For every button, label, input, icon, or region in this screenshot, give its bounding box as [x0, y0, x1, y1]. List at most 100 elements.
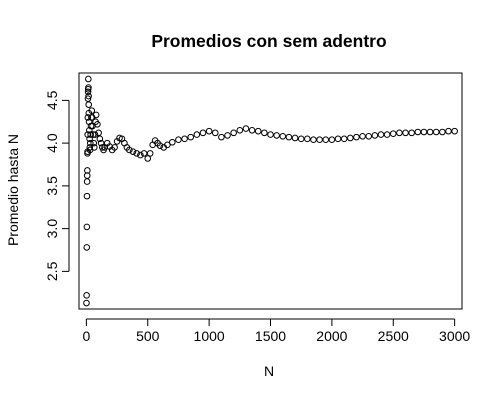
data-point: [279, 132, 287, 140]
data-point: [181, 135, 188, 143]
data-point: [83, 223, 91, 231]
y-tick-label: 3.0: [44, 219, 60, 239]
data-point: [414, 128, 422, 136]
x-tick-label: 2000: [316, 328, 347, 344]
data-point: [310, 136, 317, 143]
data-point: [285, 133, 293, 141]
data-point: [96, 135, 104, 143]
data-point: [273, 132, 280, 139]
data-point: [83, 292, 90, 299]
y-tick-label: 2.5: [44, 261, 60, 281]
data-point: [97, 139, 105, 147]
data-point: [84, 114, 92, 121]
data-point: [432, 128, 440, 136]
y-tick-label: 3.5: [44, 176, 60, 196]
data-point: [83, 299, 90, 307]
data-point: [340, 135, 348, 143]
data-point: [199, 129, 207, 137]
data-point: [133, 150, 140, 157]
x-axis: 0 500 1000 1500 2000 2500 3000: [82, 318, 470, 344]
data-point: [86, 126, 93, 134]
data-point: [248, 126, 256, 134]
chart-title: Promedios con sem adentro: [151, 31, 386, 51]
x-tick-label: 3000: [439, 328, 470, 344]
data-point: [291, 134, 299, 142]
data-point: [359, 132, 366, 140]
data-point: [87, 131, 94, 138]
data-point: [451, 127, 458, 135]
data-point: [126, 146, 133, 154]
data-point: [383, 131, 391, 138]
data-point: [84, 167, 91, 174]
data-point: [168, 138, 176, 146]
data-point: [146, 150, 154, 157]
data-point: [439, 128, 446, 136]
data-point: [83, 178, 91, 185]
data-point: [304, 135, 311, 143]
data-point: [254, 127, 262, 135]
data-point: [137, 151, 144, 159]
data-point: [90, 139, 98, 147]
data-point: [156, 142, 164, 149]
y-tick-label: 4.0: [44, 133, 60, 153]
data-point: [85, 101, 92, 108]
data-point: [426, 128, 434, 136]
data-point: [224, 132, 231, 139]
data-point: [377, 131, 385, 138]
data-point: [85, 84, 92, 91]
plot-frame: [78, 72, 463, 310]
data-point: [85, 92, 92, 100]
data-point: [86, 139, 94, 147]
data-point: [396, 129, 403, 137]
data-point: [420, 128, 428, 136]
data-point: [297, 135, 305, 143]
data-point: [140, 150, 148, 157]
data-point: [402, 129, 409, 137]
x-tick-label: 1000: [194, 328, 225, 344]
y-axis: 2.5 3.0 3.5 4.0 4.5: [44, 90, 70, 281]
y-tick-label: 4.5: [44, 90, 60, 110]
data-point: [111, 144, 118, 151]
x-axis-label: N: [264, 363, 274, 379]
data-point: [334, 135, 342, 143]
data-point: [205, 127, 213, 135]
data-point: [445, 127, 452, 135]
data-point: [187, 133, 195, 141]
x-tick-label: 1500: [255, 328, 286, 344]
data-point: [83, 244, 91, 251]
x-tick-label: 500: [136, 328, 160, 344]
data-point: [242, 125, 250, 132]
data-point: [328, 136, 336, 143]
y-axis-label: Promedio hasta N: [5, 134, 21, 246]
data-point: [408, 129, 415, 137]
data-point: [164, 141, 171, 149]
data-point: [230, 129, 237, 137]
data-point: [365, 132, 373, 140]
data-point: [85, 75, 92, 83]
data-point: [129, 148, 137, 155]
data-point: [322, 136, 330, 143]
data-point: [267, 131, 274, 138]
data-point: [316, 136, 323, 143]
data-point: [175, 136, 182, 143]
data-point: [95, 129, 102, 137]
data-point: [389, 130, 397, 138]
data-point: [92, 111, 100, 119]
data-point: [211, 129, 219, 137]
data-point: [371, 132, 379, 139]
data-point: [346, 134, 354, 142]
data-point: [83, 192, 91, 200]
data-point: [144, 155, 152, 162]
x-tick-label: 0: [82, 328, 90, 344]
data-point: [84, 88, 92, 96]
data-point: [193, 131, 201, 138]
data-point: [88, 107, 96, 114]
data-point: [94, 121, 101, 128]
data-point: [218, 133, 225, 141]
data-points: [83, 75, 458, 307]
data-point: [91, 131, 99, 138]
data-point: [236, 126, 244, 134]
data-point: [91, 144, 98, 151]
x-tick-label: 2500: [378, 328, 409, 344]
